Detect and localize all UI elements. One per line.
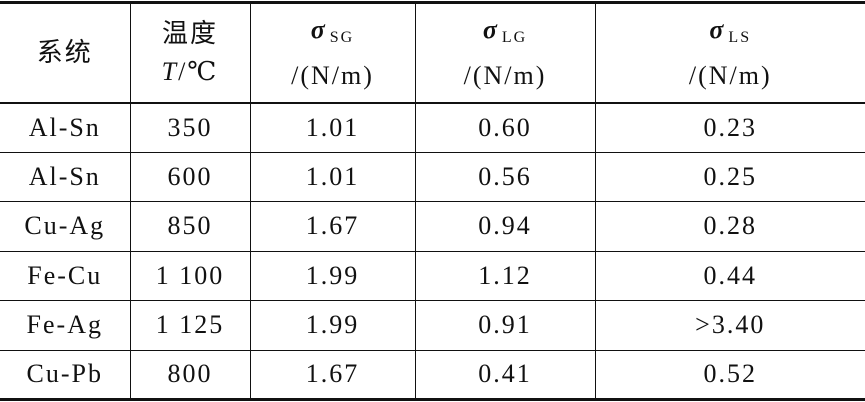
table-cell: 850 [130, 202, 250, 252]
header-unit: /℃ [178, 57, 218, 86]
header-unit: /(N/m) [251, 57, 415, 95]
header-symbol: σ [483, 15, 499, 44]
header-symbol: σ [311, 15, 327, 44]
table-cell: 0.25 [595, 152, 865, 202]
table-cell: Al-Sn [0, 103, 130, 153]
table-cell: 0.23 [595, 103, 865, 153]
header-cell: 系统 [0, 3, 130, 103]
table-cell: 350 [130, 103, 250, 153]
header-subscript: LG [502, 29, 527, 46]
table-cell: 1.67 [250, 350, 415, 400]
table-cell: 1.01 [250, 103, 415, 153]
table-cell: 1.99 [250, 251, 415, 301]
table-cell: Fe-Cu [0, 251, 130, 301]
table-cell: 1.99 [250, 301, 415, 351]
header-subscript: SG [330, 29, 354, 46]
header-symbol: σ [709, 15, 725, 44]
table-cell: 0.94 [415, 202, 595, 252]
header-subscript: LS [728, 29, 751, 46]
table-cell: 1 125 [130, 301, 250, 351]
table-cell: 0.91 [415, 301, 595, 351]
table-cell: Cu-Ag [0, 202, 130, 252]
table-cell: 0.41 [415, 350, 595, 400]
header-unit: /(N/m) [416, 57, 595, 95]
table-cell: >3.40 [595, 301, 865, 351]
table-cell: 1.01 [250, 152, 415, 202]
table-cell: 0.60 [415, 103, 595, 153]
header-label: 温度 [131, 15, 250, 53]
header-symbol: T [162, 57, 178, 86]
table-cell: 1.12 [415, 251, 595, 301]
table-cell: 0.44 [595, 251, 865, 301]
table-cell: Al-Sn [0, 152, 130, 202]
header-label: 系统 [0, 34, 130, 72]
table-cell: Fe-Ag [0, 301, 130, 351]
header-symbol-line: T/℃ [131, 53, 250, 91]
table-cell: 0.52 [595, 350, 865, 400]
table-cell: 1 100 [130, 251, 250, 301]
table-cell: 0.28 [595, 202, 865, 252]
header-unit: /(N/m) [596, 57, 865, 95]
table-cell: 0.56 [415, 152, 595, 202]
table-cell: 1.67 [250, 202, 415, 252]
table-cell: Cu-Pb [0, 350, 130, 400]
table-cell: 800 [130, 350, 250, 400]
table-cell: 600 [130, 152, 250, 202]
